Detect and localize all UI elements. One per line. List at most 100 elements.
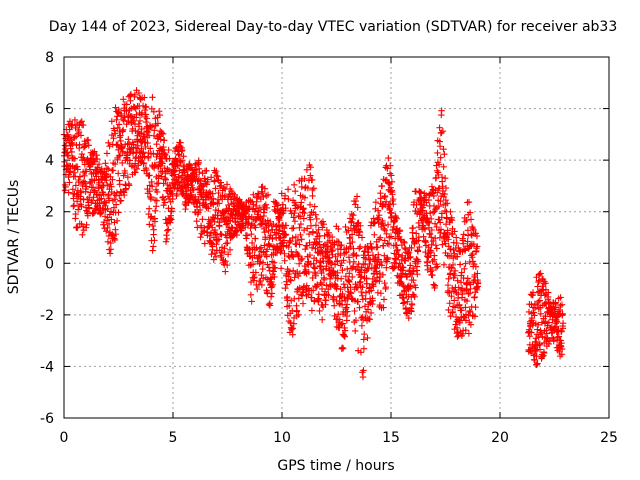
data-point-marker (380, 304, 387, 311)
data-point-marker (208, 250, 215, 258)
data-point-marker (407, 262, 414, 269)
data-point-marker (212, 185, 219, 192)
data-point-marker (384, 255, 391, 263)
data-point-marker (559, 320, 567, 327)
data-point-marker (329, 247, 336, 254)
data-point-marker (534, 360, 541, 367)
data-point-marker (85, 204, 93, 211)
data-point-marker (150, 132, 158, 139)
data-point-marker (67, 145, 74, 152)
data-point-marker (160, 180, 167, 187)
data-point-marker (138, 145, 145, 152)
data-point-marker (142, 118, 150, 126)
data-point-marker (341, 333, 348, 340)
data-point-marker (393, 247, 401, 254)
data-point-marker (186, 161, 193, 168)
data-point-marker (152, 207, 159, 214)
data-point-marker (390, 264, 398, 272)
data-point-marker (385, 179, 392, 187)
data-point-marker (338, 241, 345, 249)
data-point-marker (538, 319, 546, 326)
data-point-marker (344, 308, 351, 315)
data-point-marker (74, 166, 81, 173)
data-point-marker (557, 302, 564, 310)
axis-ticks (63, 56, 610, 419)
data-point-marker (388, 178, 396, 186)
data-point-marker (339, 290, 346, 298)
data-point-marker (296, 213, 304, 220)
data-point-marker (263, 253, 270, 260)
data-point-marker (171, 171, 179, 178)
data-point-marker (397, 236, 404, 243)
data-point-marker (79, 223, 87, 230)
data-point-marker (295, 311, 302, 318)
data-point-marker (320, 266, 327, 273)
data-point-marker (68, 122, 75, 129)
data-point-marker (336, 293, 343, 301)
data-point-marker (85, 142, 92, 149)
data-point-marker (387, 162, 394, 169)
data-point-marker (233, 231, 241, 239)
data-point-marker (71, 134, 78, 141)
data-point-marker (119, 149, 127, 157)
data-point-marker (221, 245, 228, 252)
data-point-marker (364, 306, 372, 313)
data-point-marker (400, 238, 408, 245)
data-point-marker (558, 345, 566, 353)
data-point-marker (312, 222, 320, 229)
data-point-marker (434, 263, 441, 270)
data-point-marker (283, 278, 290, 285)
data-point-marker (112, 201, 120, 208)
data-point-marker (407, 283, 414, 290)
data-point-marker (159, 154, 166, 161)
data-point-marker (115, 121, 123, 128)
data-point-marker (122, 185, 130, 192)
data-point-marker (347, 290, 355, 297)
data-point-marker (472, 303, 479, 311)
data-point-marker (448, 292, 455, 300)
data-point-marker (436, 124, 443, 131)
data-point-marker (352, 197, 360, 205)
data-point-marker (247, 224, 254, 232)
data-point-marker (154, 120, 162, 127)
data-point-marker (442, 221, 450, 228)
data-point-marker (551, 324, 558, 331)
data-point-marker (285, 243, 292, 251)
data-point-marker (207, 230, 215, 237)
data-point-marker (81, 172, 88, 180)
data-point-marker (302, 246, 309, 253)
data-point-marker (358, 322, 366, 329)
data-point-marker (268, 283, 276, 290)
data-point-marker (169, 195, 176, 203)
data-point-marker (162, 238, 170, 245)
data-point-marker (309, 228, 317, 235)
data-point-marker (343, 301, 351, 308)
data-point-marker (79, 231, 86, 239)
data-point-marker (151, 127, 158, 134)
data-point-marker (444, 200, 451, 207)
data-point-marker (315, 226, 322, 233)
data-point-marker (260, 193, 267, 201)
data-point-marker (132, 169, 139, 176)
data-point-marker (312, 211, 319, 218)
data-point-marker (66, 126, 73, 133)
data-point-marker (182, 205, 189, 213)
data-point-marker (65, 152, 72, 160)
data-point-marker (293, 307, 301, 314)
data-point-marker (427, 209, 434, 217)
data-point-marker (307, 172, 314, 179)
data-point-marker (121, 114, 128, 121)
data-point-marker (434, 189, 441, 196)
data-point-marker (146, 172, 153, 179)
data-point-marker (366, 260, 373, 268)
data-point-marker (380, 296, 388, 303)
data-point-marker (152, 203, 160, 210)
data-point-marker (308, 244, 316, 252)
data-point-marker (397, 274, 404, 281)
data-point-marker (392, 214, 400, 221)
data-point-marker (83, 137, 91, 144)
data-point-marker (265, 227, 272, 235)
data-point-marker (426, 219, 433, 227)
data-point-marker (197, 234, 204, 241)
data-point-marker (76, 173, 84, 180)
